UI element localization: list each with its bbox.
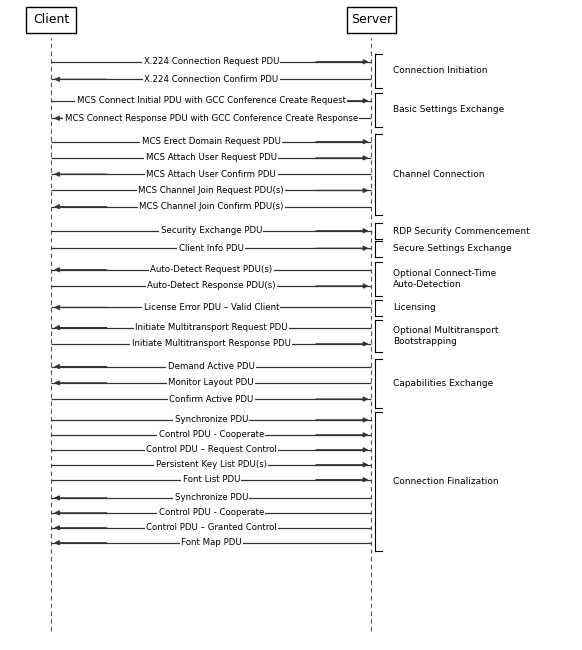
Text: Basic Settings Exchange: Basic Settings Exchange: [393, 105, 504, 114]
Text: Optional Connect-Time
Auto-Detection: Optional Connect-Time Auto-Detection: [393, 269, 496, 289]
Text: MCS Attach User Confirm PDU: MCS Attach User Confirm PDU: [146, 170, 276, 179]
Text: License Error PDU – Valid Client: License Error PDU – Valid Client: [144, 303, 279, 312]
Text: Auto-Detect Request PDU(s): Auto-Detect Request PDU(s): [150, 265, 272, 274]
Text: Demand Active PDU: Demand Active PDU: [168, 362, 255, 371]
Text: Initiate Multitransport Request PDU: Initiate Multitransport Request PDU: [135, 323, 288, 332]
Text: Control PDU – Granted Control: Control PDU – Granted Control: [146, 523, 276, 532]
Text: MCS Connect Initial PDU with GCC Conference Create Request: MCS Connect Initial PDU with GCC Confere…: [77, 96, 346, 105]
Text: RDP Security Commencement: RDP Security Commencement: [393, 227, 530, 235]
Text: Optional Multitransport
Bootstrapping: Optional Multitransport Bootstrapping: [393, 326, 498, 346]
Text: X.224 Connection Request PDU: X.224 Connection Request PDU: [144, 57, 279, 66]
Text: Confirm Active PDU: Confirm Active PDU: [169, 395, 253, 404]
Text: Monitor Layout PDU: Monitor Layout PDU: [168, 378, 254, 387]
FancyBboxPatch shape: [26, 6, 76, 32]
Text: Font List PDU: Font List PDU: [183, 475, 240, 484]
Text: Synchronize PDU: Synchronize PDU: [175, 415, 248, 424]
Text: Server: Server: [351, 13, 392, 26]
Text: Capabilities Exchange: Capabilities Exchange: [393, 379, 493, 387]
Text: Client Info PDU: Client Info PDU: [179, 244, 244, 253]
FancyBboxPatch shape: [347, 6, 396, 32]
Text: MCS Erect Domain Request PDU: MCS Erect Domain Request PDU: [142, 137, 281, 146]
Text: Synchronize PDU: Synchronize PDU: [175, 493, 248, 502]
Text: Auto-Detect Response PDU(s): Auto-Detect Response PDU(s): [147, 281, 275, 291]
Text: Control PDU - Cooperate: Control PDU - Cooperate: [158, 508, 264, 517]
Text: Security Exchange PDU: Security Exchange PDU: [161, 226, 262, 235]
Text: Font Map PDU: Font Map PDU: [181, 538, 242, 547]
Text: Client: Client: [33, 13, 69, 26]
Text: X.224 Connection Confirm PDU: X.224 Connection Confirm PDU: [144, 75, 278, 84]
Text: Control PDU - Cooperate: Control PDU - Cooperate: [158, 430, 264, 439]
Text: MCS Channel Join Confirm PDU(s): MCS Channel Join Confirm PDU(s): [139, 202, 283, 211]
Text: MCS Attach User Request PDU: MCS Attach User Request PDU: [146, 153, 277, 162]
Text: Secure Settings Exchange: Secure Settings Exchange: [393, 244, 512, 253]
Text: Connection Finalization: Connection Finalization: [393, 477, 498, 486]
Text: Licensing: Licensing: [393, 304, 435, 312]
Text: Persistent Key List PDU(s): Persistent Key List PDU(s): [156, 460, 267, 469]
Text: MCS Connect Response PDU with GCC Conference Create Response: MCS Connect Response PDU with GCC Confer…: [65, 114, 358, 123]
Text: Connection Initiation: Connection Initiation: [393, 66, 487, 75]
Text: Control PDU – Request Control: Control PDU – Request Control: [146, 445, 276, 454]
Text: Initiate Multitransport Response PDU: Initiate Multitransport Response PDU: [132, 339, 291, 348]
Text: MCS Channel Join Request PDU(s): MCS Channel Join Request PDU(s): [139, 186, 284, 195]
Text: Channel Connection: Channel Connection: [393, 170, 484, 179]
